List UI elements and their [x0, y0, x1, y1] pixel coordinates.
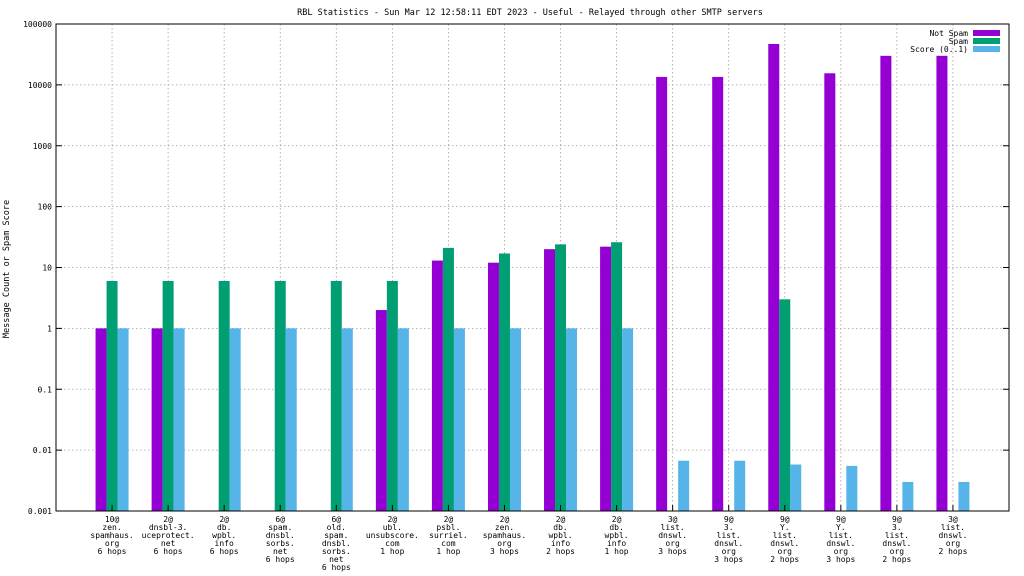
bar-not-spam — [431, 260, 443, 511]
y-tick-label: 1 — [47, 324, 52, 333]
bar-score-0-1 — [622, 328, 634, 511]
bar-spam — [611, 242, 623, 511]
bar-not-spam — [880, 55, 892, 512]
bar-not-spam — [936, 55, 948, 512]
y-tick-label: 10 — [42, 264, 52, 273]
bar-not-spam — [95, 328, 107, 511]
bar-not-spam — [656, 76, 668, 512]
bar-score-0-1 — [958, 481, 970, 511]
bar-score-0-1 — [902, 481, 914, 511]
bar-score-0-1 — [453, 328, 465, 511]
bar-score-0-1 — [117, 328, 129, 511]
x-tick-label: 2@ db. wpbl. info 6 hops — [210, 515, 239, 556]
x-tick-label: 9@ 3. list. dnswl. org 3 hops — [714, 515, 743, 564]
x-tick-label: 2@ ubl. unsubscore. com 1 hop — [366, 515, 419, 556]
x-tick-label: 9@ 3. list. dnswl. org 2 hops — [882, 515, 911, 564]
y-axis-label: Message Count or Spam Score — [2, 200, 12, 338]
y-tick-label: 100000 — [23, 20, 52, 29]
x-tick-label: 3@ list. dnswl. org 2 hops — [938, 515, 967, 556]
x-tick-label: 2@ dnsbl-3. uceprotect. net 6 hops — [142, 515, 195, 556]
x-tick-label: 2@ db. wpbl. info 2 hops — [546, 515, 575, 556]
x-tick-label: 9@ Y. list. dnswl. org 3 hops — [826, 515, 855, 564]
bar-spam — [218, 281, 230, 511]
bar-spam — [106, 281, 118, 511]
bar-score-0-1 — [734, 460, 746, 511]
bar-spam — [274, 281, 286, 511]
x-tick-label: 2@ zen. spamhaus. org 3 hops — [483, 515, 526, 556]
legend-swatch — [973, 30, 1000, 36]
bar-score-0-1 — [173, 328, 185, 511]
bar-spam — [555, 244, 567, 511]
bar-not-spam — [712, 76, 724, 512]
bar-spam — [498, 253, 510, 511]
bar-not-spam — [544, 249, 556, 511]
x-tick-label: 2@ psbl. surriel. com 1 hop — [429, 515, 468, 556]
y-tick-label: 1000 — [33, 142, 52, 151]
bar-not-spam — [375, 310, 387, 511]
bar-score-0-1 — [229, 328, 241, 511]
legend-swatch — [973, 38, 1000, 44]
legend-label: Not Spam — [929, 29, 968, 38]
bar-not-spam — [824, 73, 836, 511]
bar-not-spam — [151, 328, 163, 511]
y-tick-label: 0.1 — [38, 385, 53, 394]
x-tick-label: 3@ list. dnswl. org 3 hops — [658, 515, 687, 556]
bar-not-spam — [487, 262, 499, 511]
bar-score-0-1 — [285, 328, 297, 511]
x-tick-label: 9@ Y. list. dnswl. org 2 hops — [770, 515, 799, 564]
bar-score-0-1 — [341, 328, 353, 511]
legend-label: Spam — [949, 37, 968, 46]
bar-spam — [162, 281, 174, 511]
bar-score-0-1 — [678, 460, 690, 511]
y-tick-label: 10000 — [28, 81, 52, 90]
bars — [95, 43, 970, 512]
bar-spam — [442, 247, 454, 512]
bar-not-spam — [768, 43, 780, 511]
axis-ticks: 0.001 0.01 0.1 1 10 100 1000 10000 100000 10@ zen.… — [23, 20, 1009, 572]
bar-score-0-1 — [509, 328, 521, 511]
bar-not-spam — [600, 246, 612, 511]
x-tick-label: 6@ spam. dnsbl. sorbs. net 6 hops — [266, 515, 295, 564]
legend-swatch — [973, 46, 1000, 52]
x-tick-label: 10@ zen. spamhaus. org 6 hops — [90, 515, 133, 556]
y-tick-label: 100 — [38, 203, 53, 212]
bar-score-0-1 — [566, 328, 578, 511]
bar-score-0-1 — [846, 465, 858, 511]
legend-label: Score (0..1) — [910, 45, 968, 54]
bar-spam — [779, 299, 791, 511]
chart-title: RBL Statistics - Sun Mar 12 12:58:11 EDT… — [297, 8, 763, 18]
x-tick-label: 6@ old. spam. dnsbl. sorbs. net 6 hops — [322, 515, 351, 572]
bar-score-0-1 — [790, 464, 802, 511]
bar-spam — [330, 281, 342, 511]
bar-score-0-1 — [397, 328, 409, 511]
grid-lines — [56, 24, 1009, 511]
y-tick-label: 0.001 — [28, 507, 52, 516]
y-tick-label: 0.01 — [33, 446, 52, 455]
bar-spam — [386, 281, 398, 511]
x-tick-label: 2@ db. wpbl. info 1 hop — [605, 515, 629, 556]
